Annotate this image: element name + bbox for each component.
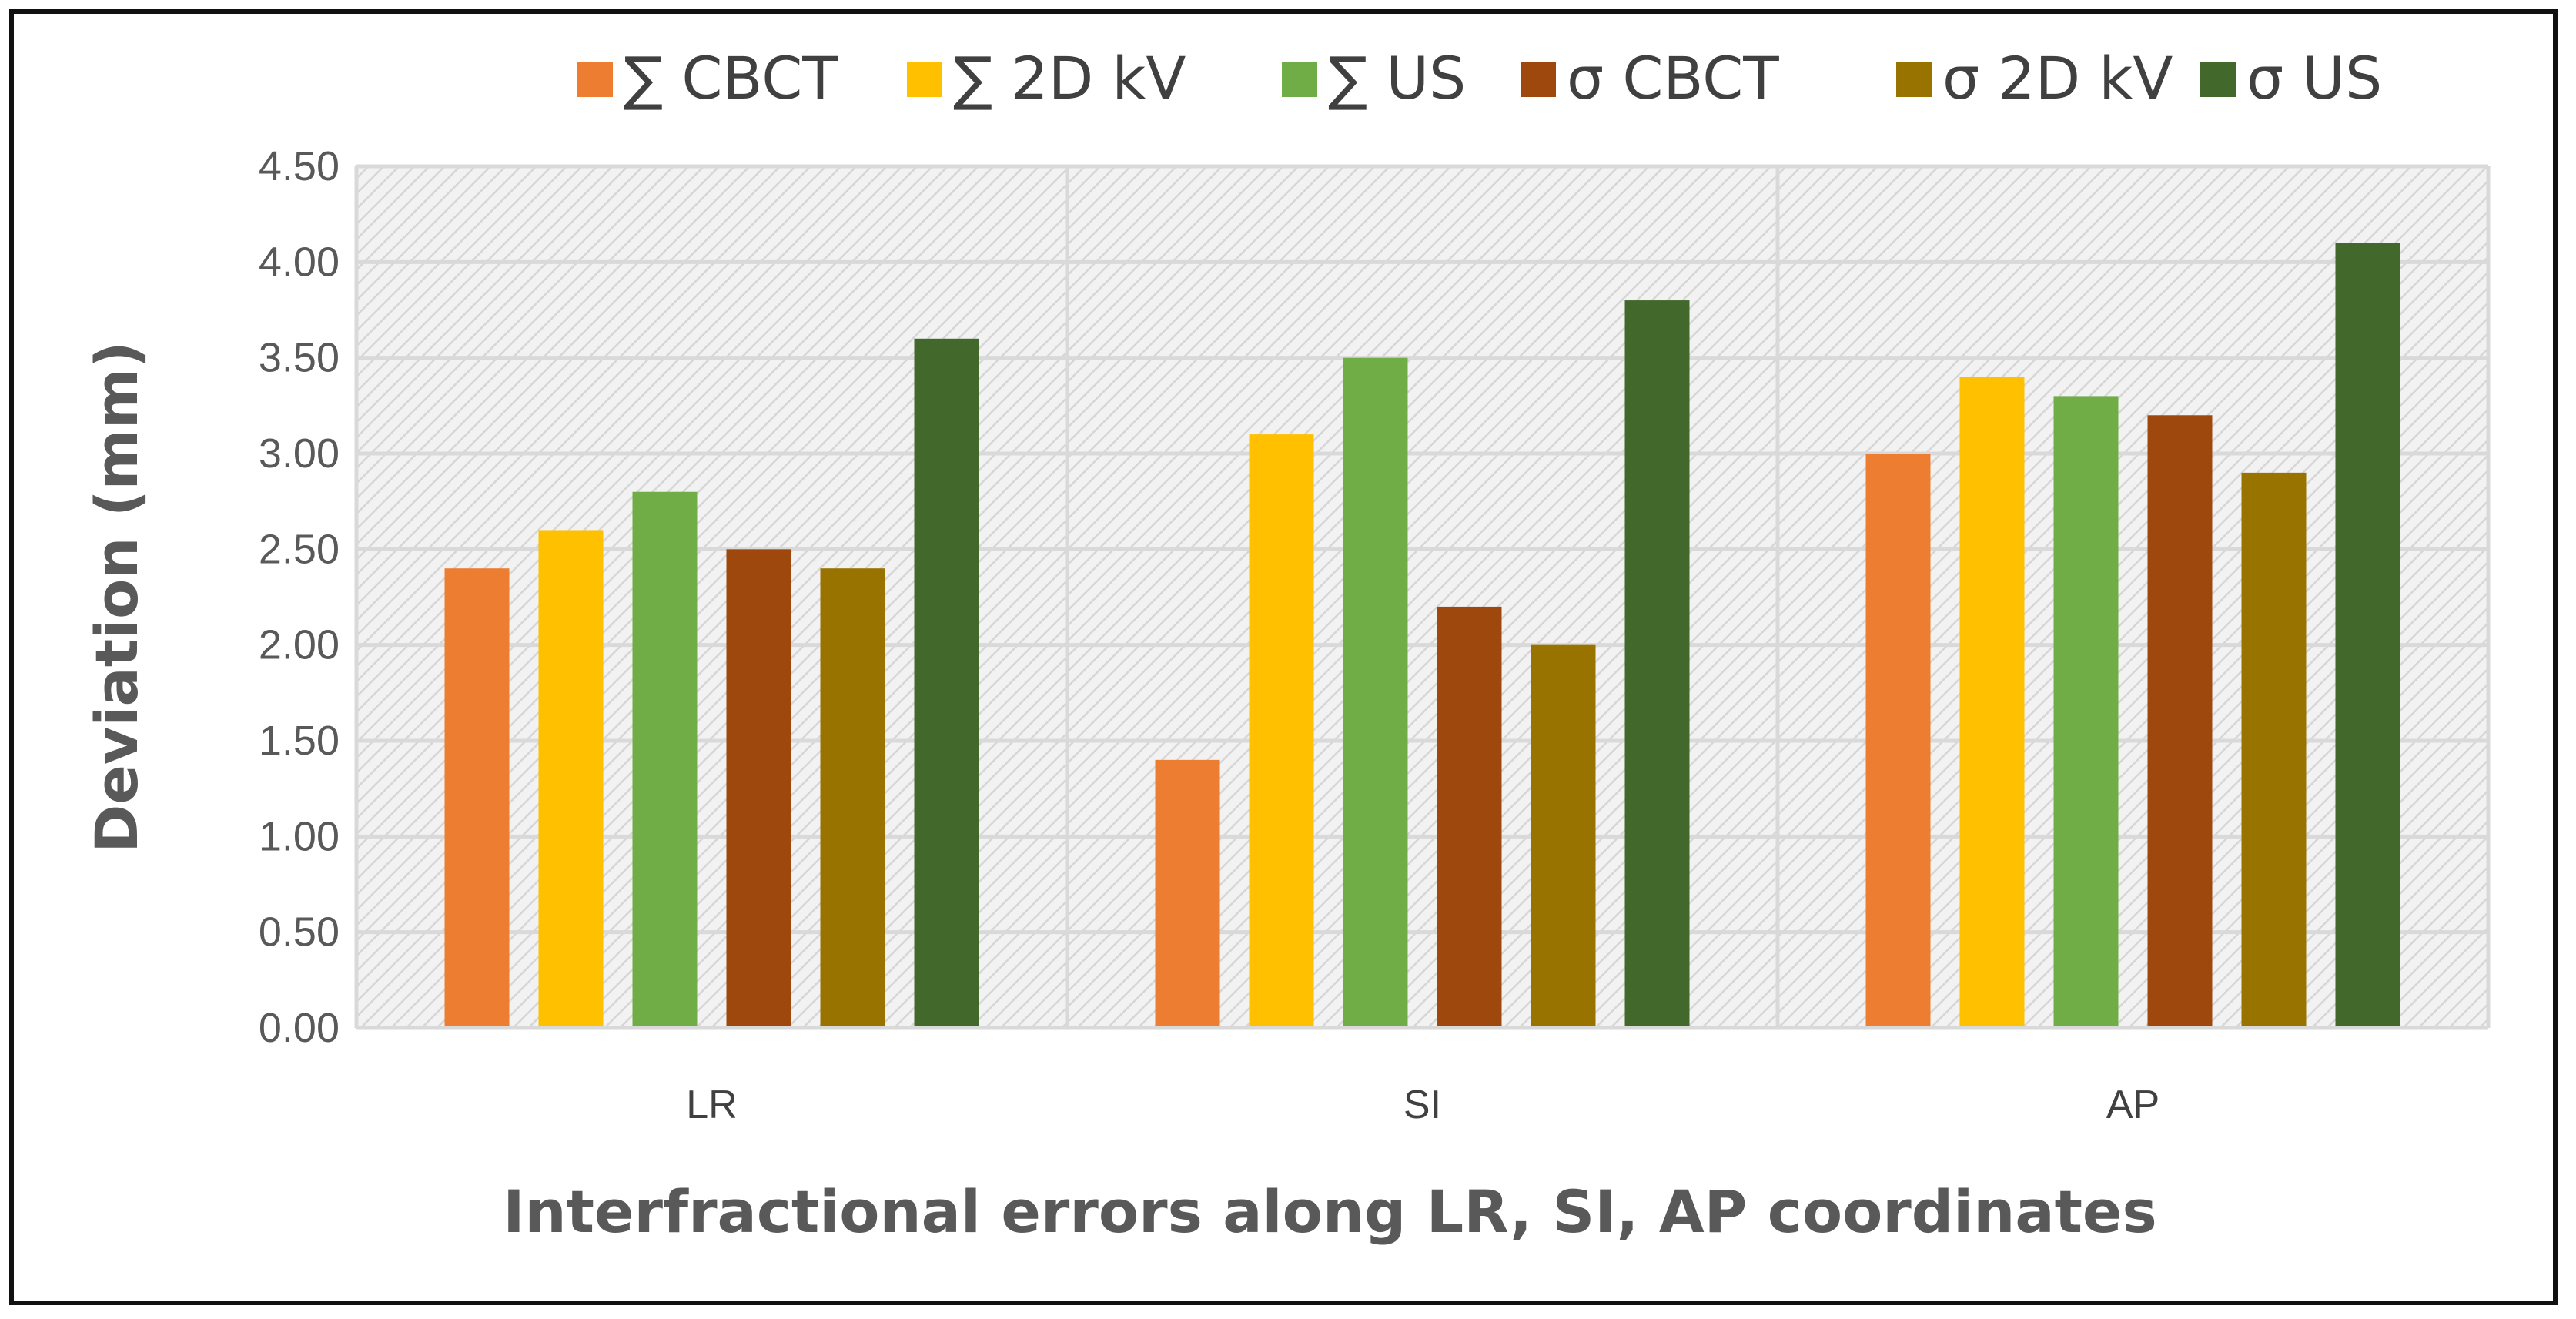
bar-ap-series-3 [2053,396,2119,1028]
bar-lr-series-5 [820,568,885,1028]
bar-lr-series-2 [538,530,604,1028]
y-tick-label: 1.50 [259,718,340,764]
y-tick-label: 0.50 [259,909,340,956]
y-axis-title: Deviation (mm) [82,341,151,853]
bar-ap-series-4 [2147,415,2213,1028]
legend-label: ∑ 2D kV [953,44,1186,112]
bar-si-series-5 [1531,644,1596,1028]
legend-swatch [907,62,942,97]
x-tick-label: SI [1403,1083,1441,1127]
y-tick-label: 3.00 [259,430,340,477]
legend-swatch [1282,62,1317,97]
legend-label: σ 2D kV [1942,44,2173,112]
bar-ap-series-1 [1865,454,1931,1028]
legend-swatch [1521,62,1556,97]
bar-lr-series-1 [444,568,510,1028]
bar-lr-series-3 [632,491,698,1028]
y-tick-label: 0.00 [259,1005,340,1051]
bar-si-series-4 [1437,606,1502,1028]
y-tick-label: 3.50 [259,335,340,381]
legend-label: σ US [2246,44,2382,112]
legend-swatch [577,62,613,97]
legend-swatch [2200,62,2236,97]
bar-lr-series-4 [726,549,791,1028]
bar-si-series-6 [1624,300,1690,1029]
bar-si-series-2 [1249,434,1314,1028]
y-tick-label: 2.00 [259,622,340,668]
legend-label: σ CBCT [1567,44,1779,112]
bar-ap-series-5 [2241,472,2307,1028]
x-tick-label: AP [2106,1083,2159,1127]
y-tick-label: 4.00 [259,239,340,285]
gridlines [354,164,2491,1030]
plot-area [356,166,2488,1028]
axes: 0.00 0.50 1.00 1.50 2.00 2.50 3.00 3.50 4.00 4.50… [259,143,2488,1127]
x-tick-label: LR [686,1083,737,1127]
legend: ∑ CBCT ∑ 2D kV ∑ US σ CBCT σ 2D kV σ US [577,44,2382,112]
bar-si-series-3 [1343,357,1408,1029]
legend-swatch [1896,62,1932,97]
bar-ap-series-2 [1959,377,2025,1028]
y-tick-label: 1.00 [259,813,340,859]
bar-si-series-1 [1155,759,1220,1028]
x-axis-title: Interfractional errors along LR, SI, AP … [503,1177,2156,1246]
y-tick-label: 2.50 [259,526,340,572]
bars [444,243,2400,1029]
y-tick-label: 4.50 [259,143,340,189]
bar-lr-series-6 [914,338,979,1028]
legend-label: ∑ US [1328,44,1466,112]
bar-ap-series-6 [2335,243,2400,1028]
legend-label: ∑ CBCT [624,44,838,112]
